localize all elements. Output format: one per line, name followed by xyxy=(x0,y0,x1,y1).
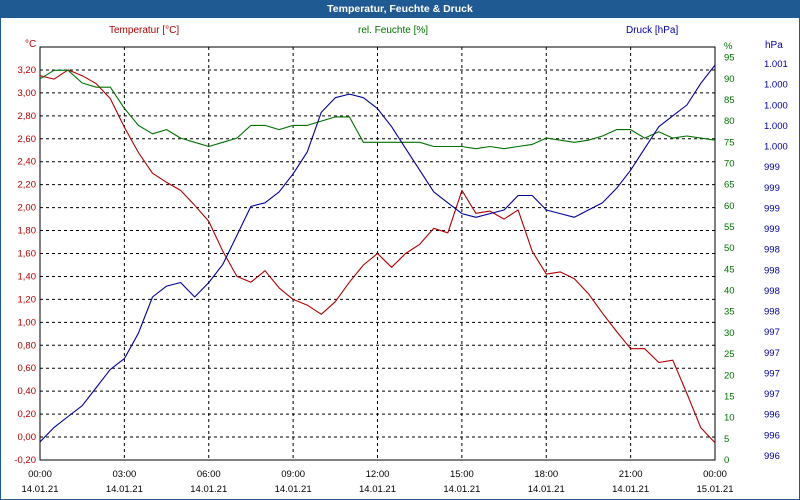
right-tick-label-pressure: 1.000 xyxy=(764,121,788,132)
x-date-label: 14.01.21 xyxy=(106,484,143,495)
left-tick-label: 1,20 xyxy=(18,294,37,305)
right-tick-label-humidity: 40 xyxy=(724,286,735,297)
left-tick-label: 0,80 xyxy=(18,340,37,351)
left-tick-label: 1,80 xyxy=(18,226,37,237)
pressure-line xyxy=(39,64,716,443)
right-tick-label-pressure: 998 xyxy=(764,286,780,297)
right-tick-label-humidity: 50 xyxy=(724,243,735,254)
left-tick-label: 2,00 xyxy=(18,203,37,214)
x-tick-label: 00:00 xyxy=(703,469,727,480)
right-tick-label-humidity: 85 xyxy=(724,95,735,106)
right-tick-label-pressure: 1.001 xyxy=(764,59,788,70)
x-tick-label: 00:00 xyxy=(28,469,52,480)
right-tick-label-humidity: 95 xyxy=(724,53,735,64)
right-tick-label-humidity: 80 xyxy=(724,116,735,127)
x-date-label: 14.01.21 xyxy=(612,484,649,495)
right-tick-label-pressure: 997 xyxy=(764,348,780,359)
x-tick-label: 18:00 xyxy=(534,469,558,480)
humidity-line xyxy=(39,69,716,150)
left-tick-label: 2,60 xyxy=(18,134,37,145)
left-tick-label: 2,80 xyxy=(18,111,37,122)
left-tick-label: 3,00 xyxy=(18,88,37,99)
right-tick-label-humidity: 70 xyxy=(724,158,735,169)
right-tick-label-pressure: 997 xyxy=(764,327,780,338)
left-tick-label: 2,20 xyxy=(18,180,37,191)
right-tick-label-humidity: 90 xyxy=(724,74,735,85)
legend-temperature: Temperatur [°C] xyxy=(109,25,180,36)
right-axis-unit-pressure: hPa xyxy=(765,40,783,51)
right-tick-label-pressure: 998 xyxy=(764,245,780,256)
legend-pressure: Druck [hPa] xyxy=(626,25,679,36)
left-tick-label: 0,40 xyxy=(18,386,37,397)
left-tick-label: -0,20 xyxy=(14,455,36,466)
right-tick-label-humidity: 75 xyxy=(724,137,735,148)
right-tick-label-humidity: 60 xyxy=(724,201,735,212)
right-tick-label-pressure: 1.000 xyxy=(764,142,788,153)
right-tick-label-pressure: 999 xyxy=(764,224,780,235)
x-tick-label: 21:00 xyxy=(619,469,643,480)
right-tick-label-pressure: 997 xyxy=(764,389,780,400)
left-tick-label: 0,20 xyxy=(18,409,37,420)
right-tick-label-pressure: 996 xyxy=(764,430,780,441)
right-tick-label-pressure: 998 xyxy=(764,265,780,276)
x-date-label: 15.01.21 xyxy=(697,484,734,495)
right-tick-label-humidity: 5 xyxy=(724,434,729,445)
x-tick-label: 15:00 xyxy=(450,469,474,480)
right-tick-label-humidity: % xyxy=(724,41,733,52)
x-tick-label: 12:00 xyxy=(366,469,390,480)
x-date-label: 14.01.21 xyxy=(190,484,227,495)
left-tick-label: 1,00 xyxy=(18,317,37,328)
right-tick-label-pressure: 997 xyxy=(764,368,780,379)
right-tick-label-humidity: 45 xyxy=(724,264,735,275)
right-tick-label-humidity: 35 xyxy=(724,307,735,318)
right-tick-label-humidity: 15 xyxy=(724,391,735,402)
right-tick-label-humidity: 65 xyxy=(724,180,735,191)
left-tick-label: 0,00 xyxy=(18,432,37,443)
right-tick-label-pressure: 996 xyxy=(764,410,780,421)
x-date-label: 14.01.21 xyxy=(275,484,312,495)
x-date-label: 14.01.21 xyxy=(528,484,565,495)
right-tick-label-pressure: 999 xyxy=(764,162,780,173)
window-title: Temperatur, Feuchte & Druck xyxy=(1,1,799,18)
right-tick-label-humidity: 30 xyxy=(724,328,735,339)
left-tick-label: 3,20 xyxy=(18,65,37,76)
right-tick-label-humidity: 20 xyxy=(724,370,735,381)
left-axis-unit: °C xyxy=(25,39,37,50)
right-tick-label-humidity: 25 xyxy=(724,349,735,360)
left-tick-label: 0,60 xyxy=(18,363,37,374)
left-tick-label: 1,60 xyxy=(18,249,37,260)
x-tick-label: 06:00 xyxy=(197,469,221,480)
x-tick-label: 03:00 xyxy=(112,469,136,480)
x-date-label: 14.01.21 xyxy=(443,484,480,495)
right-tick-label-humidity: 0 xyxy=(724,455,729,466)
right-tick-label-pressure: 998 xyxy=(764,307,780,318)
left-tick-label: 2,40 xyxy=(18,157,37,168)
right-tick-label-humidity: 10 xyxy=(724,413,735,424)
right-tick-label-humidity: 55 xyxy=(724,222,735,233)
x-tick-label: 09:00 xyxy=(281,469,305,480)
right-tick-label-pressure: 996 xyxy=(764,451,780,462)
right-tick-label-pressure: 999 xyxy=(764,203,780,214)
right-tick-label-pressure: 1.000 xyxy=(764,100,788,111)
right-tick-label-pressure: 999 xyxy=(764,183,780,194)
legend-humidity: rel. Feuchte [%] xyxy=(358,25,429,36)
left-tick-label: 1,40 xyxy=(18,271,37,282)
x-date-label: 14.01.21 xyxy=(22,484,59,495)
x-date-label: 14.01.21 xyxy=(359,484,396,495)
temperature-line xyxy=(39,69,716,444)
right-tick-label-pressure: 1.000 xyxy=(764,80,788,91)
